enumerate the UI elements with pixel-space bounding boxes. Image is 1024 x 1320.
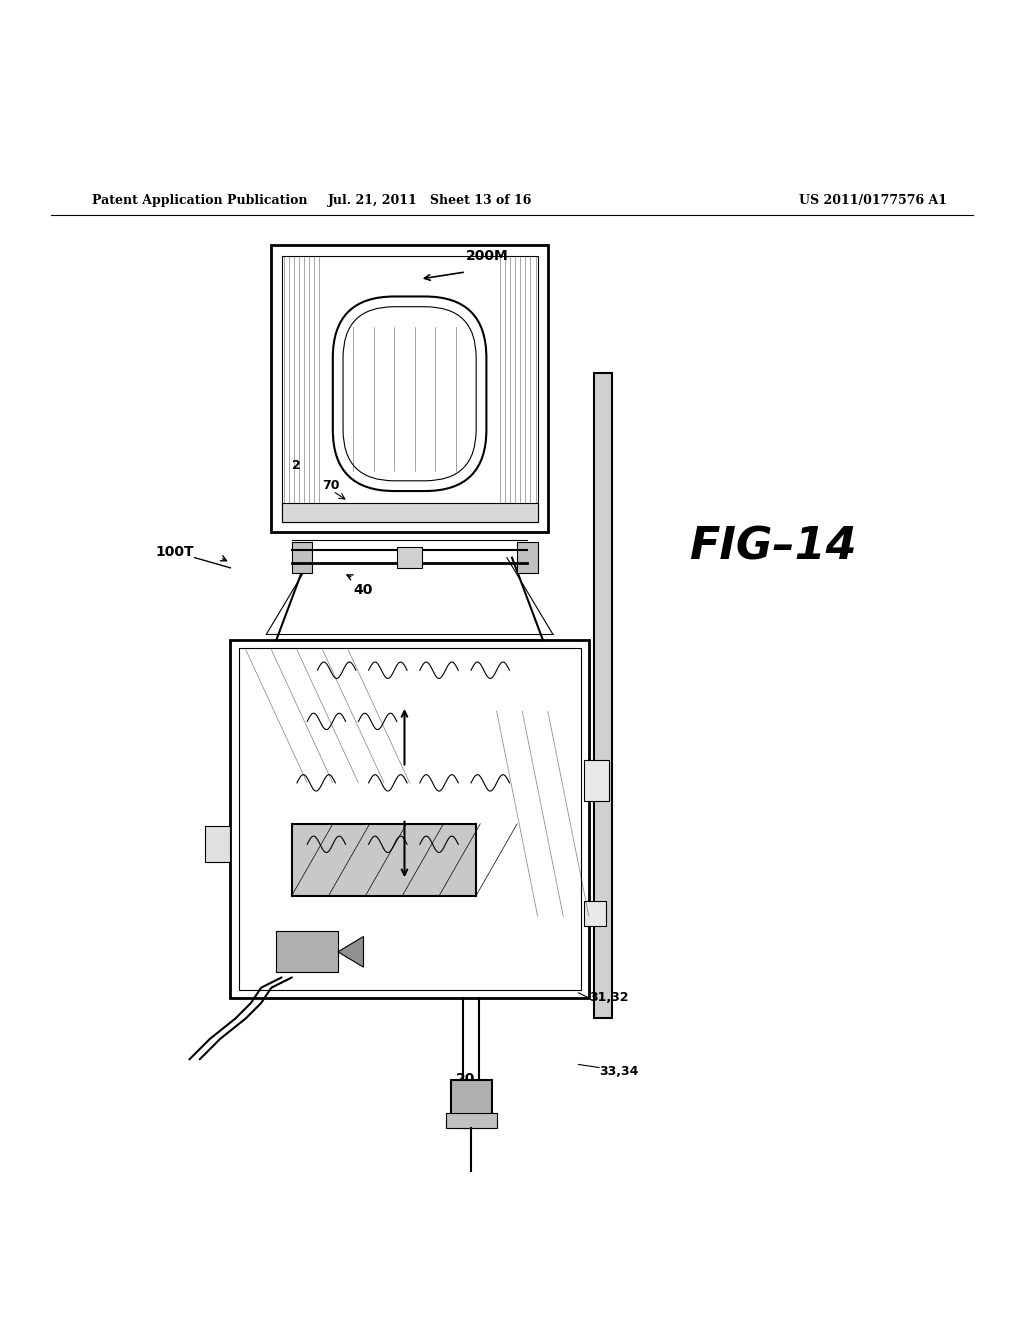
Bar [239,648,581,990]
Text: 31,32: 31,32 [589,991,629,1005]
Text: 33,34: 33,34 [599,1065,638,1078]
Bar [282,256,538,521]
Bar [282,503,538,521]
Bar [446,1113,498,1129]
Bar [397,548,422,568]
Bar [276,932,338,973]
FancyBboxPatch shape [343,306,476,480]
Bar [271,246,548,532]
Polygon shape [338,936,364,968]
Text: Patent Application Publication: Patent Application Publication [92,194,307,207]
Bar [230,639,589,998]
Bar [517,543,538,573]
Bar [451,1080,492,1115]
Text: 20: 20 [457,1072,475,1085]
Bar [292,824,476,895]
Text: 100T: 100T [156,545,195,560]
Bar [292,543,312,573]
Text: FIG–14: FIG–14 [689,525,857,569]
Text: 40: 40 [353,583,373,597]
Text: 200M: 200M [466,248,509,263]
FancyBboxPatch shape [333,297,486,491]
Text: US 2011/0177576 A1: US 2011/0177576 A1 [799,194,947,207]
Text: Jul. 21, 2011   Sheet 13 of 16: Jul. 21, 2011 Sheet 13 of 16 [328,194,532,207]
Bar [205,826,230,862]
Bar [584,900,606,927]
Text: 2: 2 [292,459,301,473]
Bar [584,760,609,801]
Bar [594,374,612,1019]
Text: 70: 70 [323,479,340,492]
